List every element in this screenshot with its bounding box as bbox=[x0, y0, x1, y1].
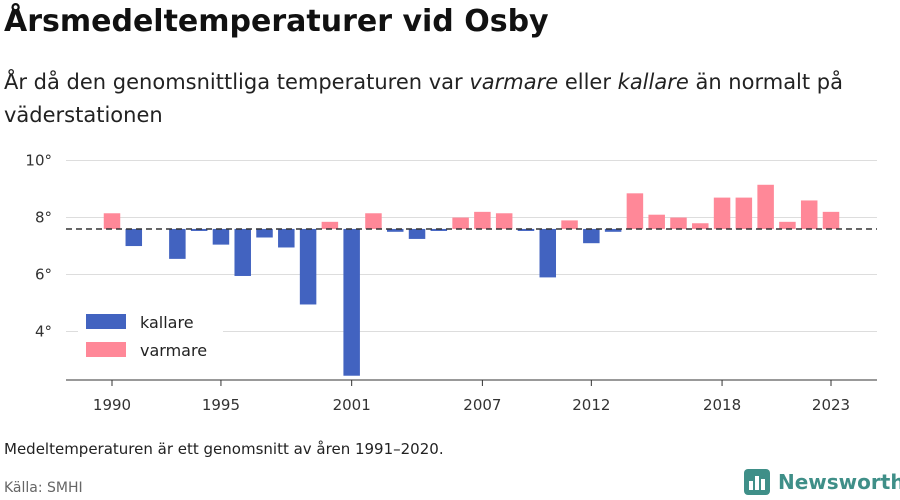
bar-2019 bbox=[735, 197, 753, 229]
x-tick-label: 2012 bbox=[572, 396, 610, 414]
subtitle-text-3: än normalt på väderstationen bbox=[4, 70, 843, 127]
bar-2000 bbox=[321, 221, 339, 229]
bar-2006 bbox=[452, 217, 469, 229]
bar-2016 bbox=[670, 217, 687, 229]
bar-2007 bbox=[474, 211, 491, 229]
bar-2008 bbox=[495, 213, 513, 229]
bar-2011 bbox=[561, 220, 578, 229]
bar-1996 bbox=[234, 228, 251, 276]
bar-2010 bbox=[539, 228, 557, 278]
subtitle-cold: kallare bbox=[617, 70, 689, 94]
chart-subtitle: År då den genomsnittliga temperaturen va… bbox=[4, 66, 884, 132]
brand-name: Newsworthy bbox=[778, 470, 900, 494]
bar-1994 bbox=[190, 228, 208, 231]
subtitle-warm: varmare bbox=[469, 70, 559, 94]
bar-1993 bbox=[169, 228, 186, 259]
bar-chart-icon bbox=[744, 469, 770, 495]
subtitle-text-2: eller bbox=[558, 70, 618, 94]
legend: kallare varmare bbox=[78, 306, 223, 368]
bar-2017 bbox=[692, 223, 709, 229]
bar-2001 bbox=[343, 228, 360, 376]
bar-1990 bbox=[103, 213, 121, 229]
brand-logo[interactable]: Newsworthy bbox=[744, 469, 900, 495]
bar-2005 bbox=[430, 228, 448, 231]
bar-2004 bbox=[408, 228, 426, 239]
legend-swatch-varmare bbox=[86, 342, 126, 357]
source-label: Källa: SMHI bbox=[4, 480, 83, 496]
bar-2013 bbox=[604, 228, 622, 232]
bar-1998 bbox=[278, 228, 295, 248]
bar-2018 bbox=[713, 197, 731, 229]
bar-2002 bbox=[365, 213, 382, 229]
grid-lines bbox=[66, 160, 877, 333]
legend-label-kallare: kallare bbox=[140, 313, 194, 332]
x-tick-label: 2018 bbox=[703, 396, 741, 414]
x-tick-label: 2007 bbox=[463, 396, 501, 414]
bar-2021 bbox=[779, 221, 796, 229]
bar-1999 bbox=[299, 228, 317, 305]
x-tick-label: 2001 bbox=[333, 396, 371, 414]
bar-2012 bbox=[583, 228, 600, 244]
x-tick-label: 2023 bbox=[812, 396, 850, 414]
y-tick-label: 10° bbox=[25, 152, 52, 170]
axes: 4° 6° 8° 10° 1990 1995 2001 2007 2012 2018 2023 bbox=[25, 152, 877, 414]
bar-2009 bbox=[517, 228, 535, 231]
bar-1997 bbox=[256, 228, 273, 238]
y-tick-label: 4° bbox=[35, 323, 52, 341]
bar-1995 bbox=[212, 228, 230, 245]
subtitle-text-1: År då den genomsnittliga temperaturen va… bbox=[4, 70, 470, 94]
y-tick-label: 6° bbox=[35, 266, 52, 284]
bar-2015 bbox=[648, 214, 665, 229]
bar-2020 bbox=[757, 184, 774, 229]
legend-label-varmare: varmare bbox=[140, 341, 207, 360]
chart-title: Årsmedeltemperaturer vid Osby bbox=[4, 4, 549, 39]
bar-2003 bbox=[386, 228, 404, 232]
x-tick-label: 1990 bbox=[93, 396, 131, 414]
y-tick-label: 8° bbox=[35, 209, 52, 227]
legend-swatch-kallare bbox=[86, 314, 126, 329]
bar-2014 bbox=[626, 193, 644, 229]
bars bbox=[103, 184, 840, 376]
bar-1991 bbox=[125, 228, 143, 247]
bar-2022 bbox=[800, 200, 818, 229]
footnote: Medeltemperaturen är ett genomsnitt av å… bbox=[4, 440, 444, 458]
x-tick-label: 1995 bbox=[202, 396, 240, 414]
bar-2023 bbox=[822, 211, 840, 229]
